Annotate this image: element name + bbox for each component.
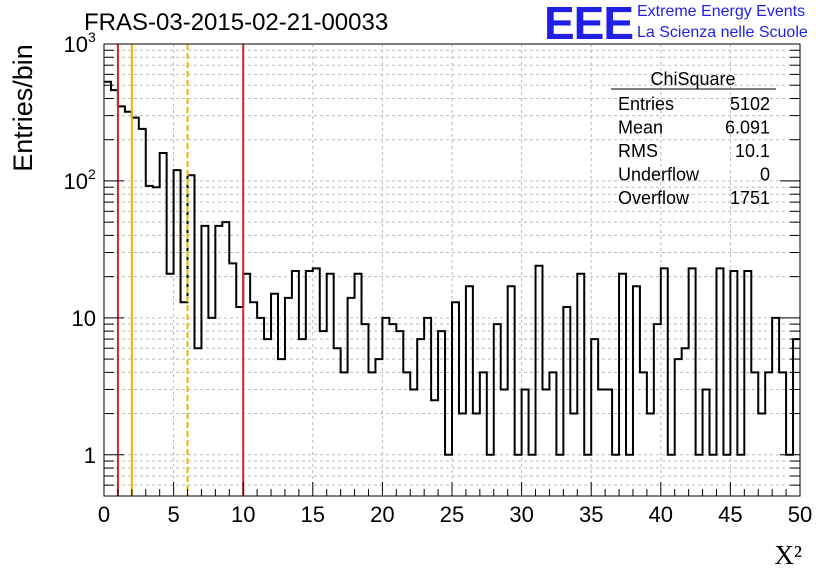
eee-logo: EEE xyxy=(544,0,634,49)
stats-box: ChiSquare Entries 5102 Mean 6.091 RMS 10.1 Und… xyxy=(611,69,776,208)
y-tick-label-exponent: 2 xyxy=(88,166,96,182)
stats-label: Underflow xyxy=(618,165,700,185)
y-tick-label-exponent: 3 xyxy=(88,29,96,45)
histogram-bars xyxy=(104,80,800,456)
stats-title: ChiSquare xyxy=(650,69,735,89)
x-tick-label: 45 xyxy=(718,502,742,527)
x-tick-label: 35 xyxy=(579,502,603,527)
x-tick-label: 50 xyxy=(788,502,812,527)
x-tick-label: 30 xyxy=(509,502,533,527)
logo-line-2: La Scienza nelle Scuole xyxy=(637,24,808,41)
y-tick-label: 10 xyxy=(64,169,88,194)
x-tick-label: 15 xyxy=(301,502,325,527)
x-tick-label: 20 xyxy=(370,502,394,527)
logo-line-1: Extreme Energy Events xyxy=(637,3,806,20)
x-tick-label: 40 xyxy=(649,502,673,527)
stats-label: RMS xyxy=(618,141,658,161)
stats-label: Overflow xyxy=(618,188,690,208)
x-tick-labels: 0 5 10 15 20 25 30 35 40 45 50 xyxy=(98,502,812,527)
x-tick-label: 0 xyxy=(98,502,110,527)
stats-value: 6.091 xyxy=(725,118,770,138)
y-axis-label: Entries/bin xyxy=(8,44,38,172)
stats-value: 0 xyxy=(760,165,770,185)
y-tick-label: 1 xyxy=(84,443,96,468)
x-tick-label: 10 xyxy=(231,502,255,527)
run-title: FRAS-03-2015-02-21-00033 xyxy=(84,9,389,36)
axis-ticks xyxy=(103,49,801,497)
stats-value: 1751 xyxy=(730,188,770,208)
x-axis-label: X² xyxy=(774,540,802,570)
stats-label: Mean xyxy=(618,118,663,138)
y-tick-label: 10 xyxy=(64,32,88,57)
x-tick-label: 5 xyxy=(167,502,179,527)
stats-value: 10.1 xyxy=(735,141,770,161)
y-tick-label: 10 xyxy=(72,306,96,331)
stats-value: 5102 xyxy=(730,94,770,114)
histogram-outline xyxy=(104,80,800,456)
threshold-lines xyxy=(116,44,245,496)
x-tick-label: 25 xyxy=(440,502,464,527)
stats-label: Entries xyxy=(618,94,674,114)
